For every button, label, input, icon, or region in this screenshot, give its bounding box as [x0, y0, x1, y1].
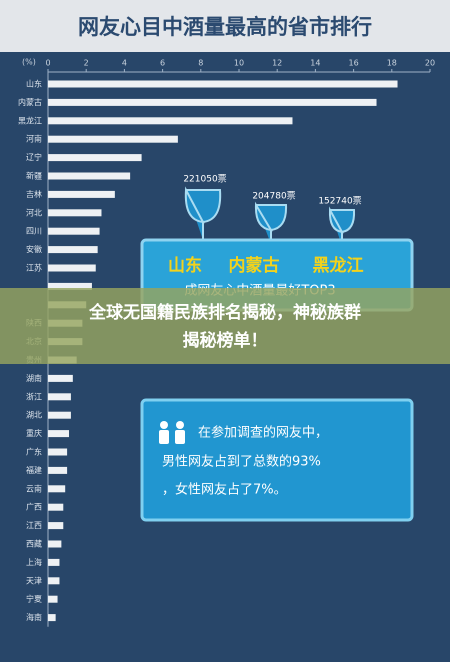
y-tick-label: 河南 [26, 134, 42, 144]
banner-line: 全球无国籍民族排名揭秘，神秘族群 [88, 302, 361, 323]
x-tick-label: 0 [45, 59, 50, 68]
bar [48, 374, 73, 382]
y-tick-label: 上海 [26, 557, 42, 567]
top3-name: 山东 [168, 255, 202, 276]
y-tick-label: 云南 [26, 483, 42, 493]
bar [48, 135, 178, 143]
y-tick-label: 四川 [26, 227, 42, 236]
bar [48, 227, 100, 235]
banner-text: 揭秘榜单！ [183, 330, 268, 351]
bar [48, 577, 60, 585]
chart-title: 网友心目中酒量最高的省市排行 [78, 15, 372, 39]
y-tick-label: 海南 [26, 612, 42, 622]
people-icon [159, 421, 185, 444]
bar [48, 448, 68, 456]
top3-name: 内蒙古 [229, 255, 280, 276]
bar [48, 595, 58, 603]
bar [48, 485, 66, 493]
y-tick-label: 吉林 [26, 189, 42, 199]
bar [48, 209, 102, 217]
bar [48, 264, 96, 272]
x-tick-label: 10 [234, 59, 244, 68]
bar [48, 117, 293, 125]
bar [48, 466, 68, 474]
x-tick-label: 4 [122, 59, 127, 68]
x-tick-label: 6 [160, 59, 165, 68]
x-tick-label: 16 [349, 59, 359, 68]
bar [48, 393, 71, 401]
x-tick-label: 2 [84, 59, 89, 68]
axis-label: (%) [22, 58, 36, 67]
y-tick-label: 安徽 [26, 244, 42, 254]
gender-text: 在参加调查的网友中， [198, 425, 328, 441]
y-tick-label: 福建 [26, 465, 42, 475]
bar [48, 80, 398, 88]
y-tick-label: 山东 [26, 79, 42, 89]
gender-text: ，女性网友占了7%。 [162, 482, 287, 498]
y-tick-label: 浙江 [26, 391, 42, 401]
y-tick-label: 西藏 [26, 539, 42, 549]
bar [48, 503, 64, 511]
y-tick-label: 湖北 [26, 411, 42, 420]
x-tick-label: 12 [272, 59, 282, 68]
x-tick-label: 20 [425, 59, 435, 68]
bar [48, 98, 377, 106]
bar [48, 172, 131, 180]
y-tick-label: 内蒙古 [18, 97, 42, 107]
bar [48, 246, 98, 254]
y-tick-label: 宁夏 [26, 594, 42, 604]
vote-label: 152740票 [318, 196, 361, 207]
title-band [0, 0, 450, 52]
bar [48, 190, 115, 198]
y-tick-label: 江苏 [26, 263, 42, 273]
y-tick-label: 广东 [26, 447, 42, 457]
bar [48, 154, 142, 162]
y-tick-label: 新疆 [26, 171, 42, 181]
bar [48, 558, 60, 566]
bar [48, 614, 56, 622]
y-tick-label: 重庆 [26, 428, 42, 438]
vote-label: 221050票 [183, 174, 226, 185]
bar [48, 411, 71, 419]
y-tick-label: 辽宁 [26, 152, 42, 162]
y-tick-label: 江西 [26, 521, 42, 530]
banner-text: 全球无国籍民族排名揭秘，神秘族群 [88, 302, 361, 323]
bar [48, 522, 64, 530]
gender-panel [140, 398, 414, 522]
top3-name: 黑龙江 [313, 255, 364, 276]
y-tick-label: 黑龙江 [18, 115, 42, 125]
bar [48, 282, 92, 290]
y-tick-label: 湖南 [26, 373, 42, 383]
y-tick-label: 天津 [26, 575, 42, 585]
x-tick-label: 14 [310, 59, 320, 68]
y-tick-label: 河北 [26, 207, 42, 217]
bar [48, 540, 62, 548]
bar [48, 430, 70, 438]
vote-label: 204780票 [252, 191, 295, 202]
x-tick-label: 18 [387, 59, 397, 68]
banner-line: 揭秘榜单！ [183, 330, 268, 351]
y-tick-label: 广西 [26, 502, 42, 512]
gender-text: 男性网友占到了总数的93% [162, 454, 321, 470]
x-tick-label: 8 [198, 59, 203, 68]
banner [0, 288, 450, 364]
